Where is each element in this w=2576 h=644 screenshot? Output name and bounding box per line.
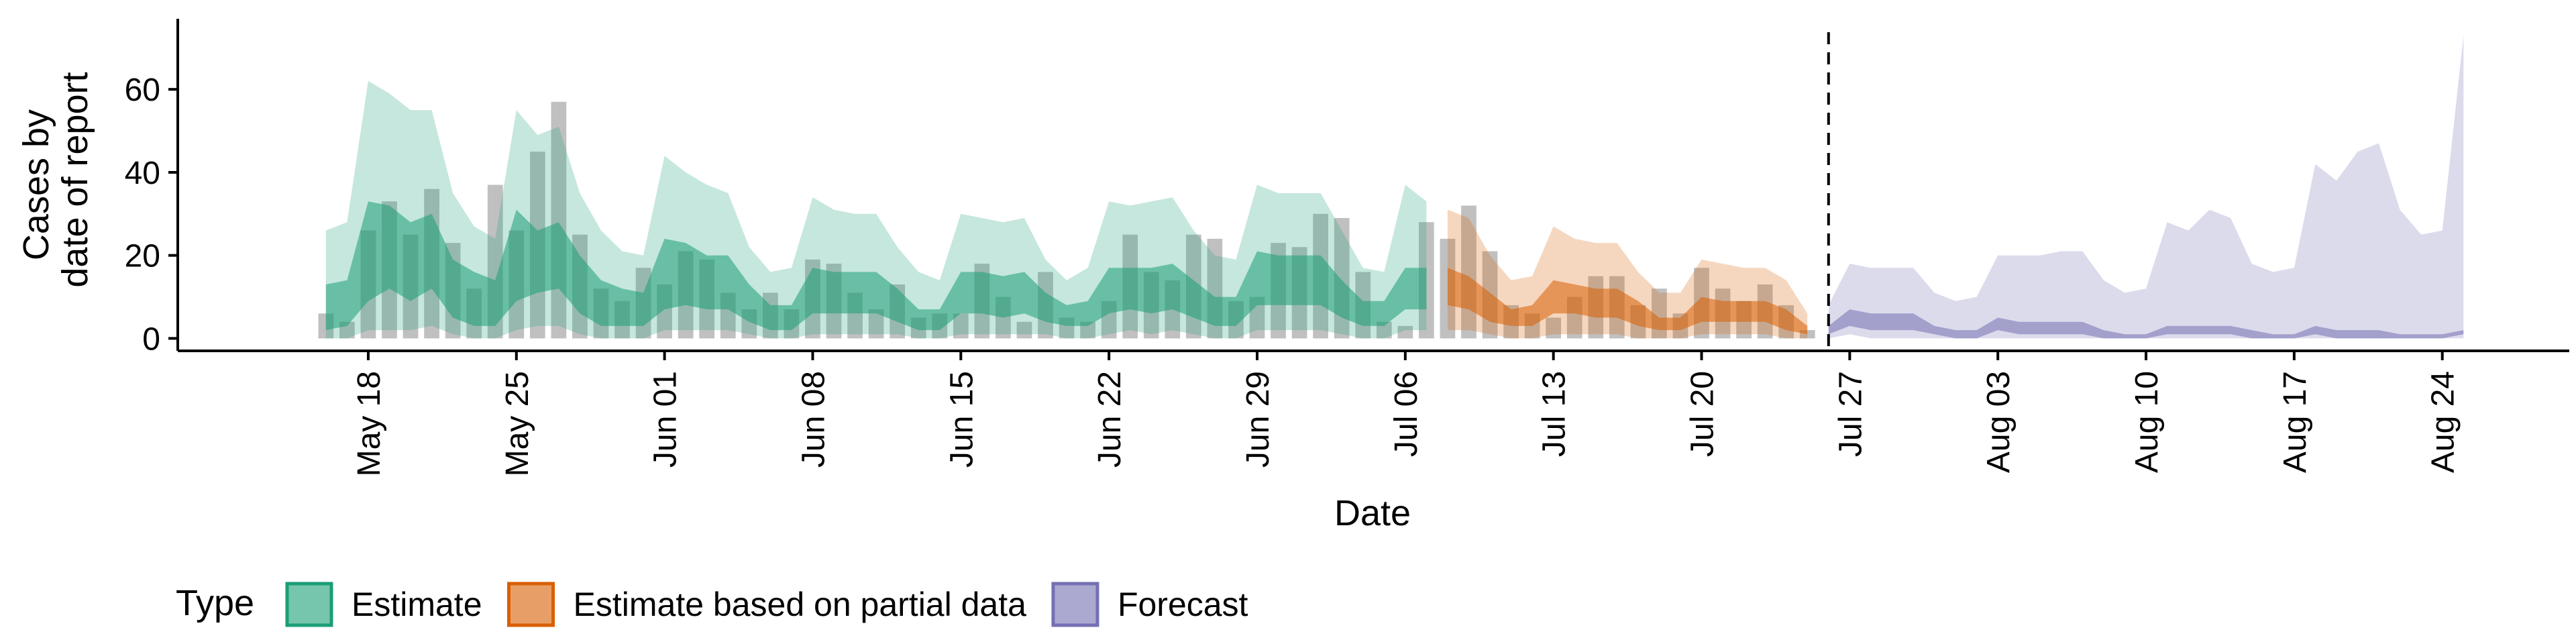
y-tick-label: 40 [125,156,160,191]
legend-label-estimate-based-on-partial-data: Estimate based on partial data [574,586,1027,623]
x-tick-label: Jul 13 [1537,371,1572,457]
y-tick-label: 20 [125,239,160,274]
legend-title: Type [176,583,254,623]
legend-key-forecast [1051,582,1099,627]
x-axis-ticks: May 18 May 25 Jun 01 Jun 08 Jun 15 Jun 22 Jun … [352,351,2461,476]
x-tick-label: Jul 27 [1833,371,1868,457]
x-tick-label: Jun 01 [648,371,684,468]
y-axis-ticks: 0 20 40 60 [125,72,178,357]
legend-items: Estimate Estimate based on partial data Fo… [285,582,1248,627]
legend-label-estimate: Estimate [352,586,482,623]
reported-cases-bar [953,313,969,339]
estimate-based-on-partial-data-inner-band [1447,268,1808,335]
axes: 0 20 40 60 May 18 May 25 Jun 01 Jun 08 Jun 15 Ju… [125,19,2569,476]
forecast-outer-band [1828,35,2464,339]
y-axis-title-line-2: date of report [55,72,95,287]
legend-key-estimate [285,582,333,627]
x-tick-label: Jul 20 [1685,371,1721,457]
estimate-ribbons [325,35,2464,339]
plot-area [318,32,2464,351]
x-tick-label: Aug 24 [2426,371,2461,473]
legend-label-forecast: Forecast [1118,586,1248,623]
reported-cases-bar [1397,325,1413,339]
forecast-inner-band [1828,309,2464,339]
y-axis-title: Cases by date of report [16,72,95,287]
x-tick-label: Jun 22 [1092,371,1128,468]
x-tick-label: Jun 29 [1240,371,1276,468]
x-tick-label: May 18 [352,371,387,476]
x-tick-label: Jul 06 [1389,371,1424,457]
reported-cases-bar [1016,321,1032,339]
x-tick-label: Aug 10 [2129,371,2165,473]
reported-cases-bar [868,309,884,339]
x-tick-label: Jun 15 [944,371,979,468]
x-axis-title: Date [1334,493,1411,533]
estimate-inner-band [325,201,1427,331]
legend-key-estimate-based-on-partial-data [507,582,555,627]
x-tick-label: Aug 03 [1981,371,2017,473]
y-axis-title-line-1: Cases by [16,109,56,260]
x-tick-label: Aug 17 [2277,371,2313,473]
y-tick-label: 0 [142,321,160,357]
reported-cases-bar [1546,317,1562,339]
y-tick-label: 60 [125,72,160,108]
legend: Type Estimate Estimate based on partial d… [176,582,1248,627]
x-tick-label: May 25 [500,371,535,476]
x-tick-label: Jun 08 [796,371,831,468]
